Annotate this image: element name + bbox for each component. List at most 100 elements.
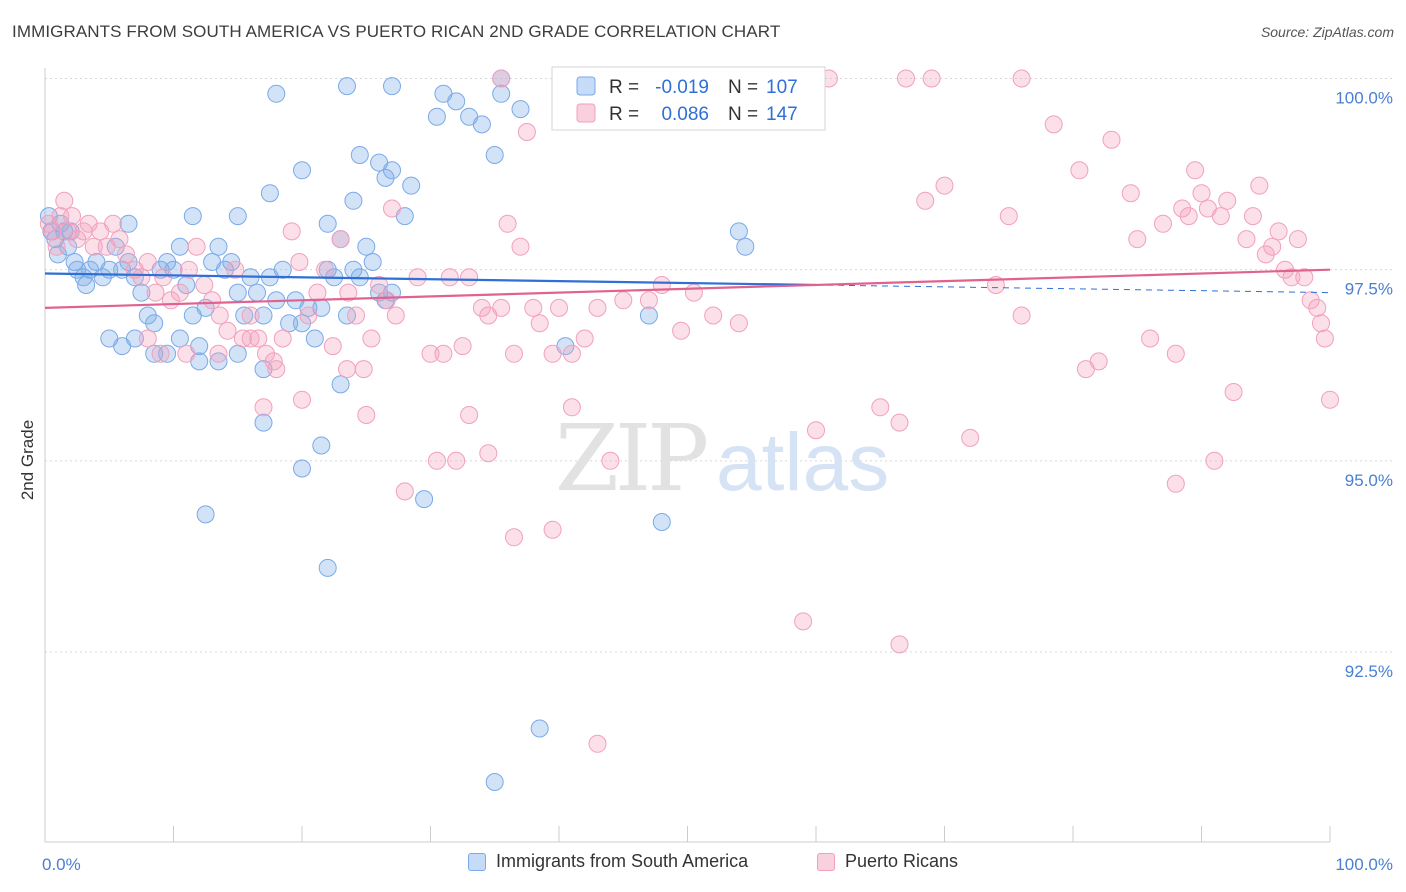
point-south-america-96	[293, 459, 311, 478]
point-puerto-ricans-92	[543, 520, 562, 539]
point-south-america-38	[248, 283, 266, 302]
point-puerto-ricans-144	[1282, 268, 1301, 287]
point-puerto-ricans-129	[1179, 207, 1198, 226]
point-puerto-ricans-138	[1243, 207, 1262, 226]
point-south-america-87	[485, 146, 504, 164]
point-puerto-ricans-121	[1089, 352, 1108, 371]
point-puerto-ricans-96	[517, 123, 536, 141]
point-south-america-74	[293, 161, 311, 180]
point-puerto-ricans-57	[338, 360, 356, 379]
point-puerto-ricans-113	[916, 191, 935, 210]
point-south-america-75	[318, 214, 337, 233]
watermark-atlas: atlas	[716, 417, 889, 508]
point-south-america-19	[125, 268, 144, 287]
point-puerto-ricans-63	[434, 344, 453, 363]
point-puerto-ricans-102	[897, 69, 915, 88]
point-puerto-ricans-77	[575, 329, 594, 348]
point-puerto-ricans-89	[447, 451, 466, 470]
point-south-america-103	[530, 719, 549, 738]
point-south-america-90	[267, 84, 286, 103]
x-tick-label-0: 0.0%	[42, 855, 81, 874]
point-south-america-105	[639, 306, 658, 325]
point-puerto-ricans-2	[47, 237, 66, 256]
point-south-america-93	[434, 84, 453, 103]
point-puerto-ricans-20	[154, 268, 173, 287]
point-puerto-ricans-152	[1166, 474, 1185, 493]
point-south-america-106	[729, 222, 748, 241]
point-south-america-63	[145, 344, 164, 363]
point-south-america-77	[350, 146, 369, 164]
point-south-america-68	[228, 344, 247, 363]
point-south-america-65	[170, 329, 189, 348]
point-puerto-ricans-56	[293, 390, 311, 409]
legend-item-south-america: Immigrants from South America	[468, 851, 748, 872]
point-south-america-100	[415, 490, 434, 509]
point-south-america-43	[280, 314, 299, 333]
point-puerto-ricans-27	[210, 306, 229, 325]
point-puerto-ricans-45	[354, 360, 373, 379]
stats-r-label-1: R =	[609, 104, 639, 125]
point-puerto-ricans-85	[729, 314, 748, 333]
point-puerto-ricans-124	[1128, 230, 1147, 249]
point-puerto-ricans-122	[1102, 130, 1121, 149]
stats-r-value-1: 0.086	[661, 104, 709, 125]
point-puerto-ricans-18	[138, 253, 157, 271]
point-puerto-ricans-24	[187, 237, 206, 256]
point-puerto-ricans-80	[639, 291, 658, 310]
trend-layer	[44, 268, 1331, 309]
point-puerto-ricans-135	[1218, 191, 1237, 210]
point-puerto-ricans-26	[203, 291, 222, 310]
point-south-america-18	[119, 253, 138, 271]
point-puerto-ricans-52	[177, 344, 196, 363]
point-puerto-ricans-73	[530, 314, 549, 333]
point-puerto-ricans-31	[241, 306, 260, 325]
legend-layer: R = -0.019 N = 107 R = 0.086 N = 147	[551, 66, 826, 131]
point-south-america-72	[228, 207, 247, 226]
point-south-america-3	[48, 245, 67, 264]
point-south-america-88	[492, 84, 511, 103]
point-puerto-ricans-119	[1070, 161, 1089, 180]
point-puerto-ricans-94	[601, 451, 620, 470]
point-puerto-ricans-133	[1205, 451, 1224, 470]
legend-swatch-south-america	[468, 852, 486, 871]
legend-swatch-puerto-ricans	[817, 852, 835, 871]
point-puerto-ricans-84	[704, 306, 723, 325]
point-puerto-ricans-141	[1263, 237, 1282, 256]
point-puerto-ricans-67	[472, 298, 491, 317]
point-puerto-ricans-91	[505, 528, 523, 547]
y-tick-label-3: 100.0%	[1335, 89, 1393, 108]
point-south-america-24	[158, 253, 177, 271]
point-puerto-ricans-28	[218, 321, 237, 340]
legend-label-south-america: Immigrants from South America	[496, 851, 749, 871]
point-puerto-ricans-111	[890, 413, 909, 432]
point-south-america-56	[363, 253, 382, 271]
point-puerto-ricans-137	[1237, 230, 1256, 249]
point-puerto-ricans-35	[273, 329, 292, 348]
point-south-america-67	[209, 352, 228, 371]
label-layer: 92.5% 95.0% 97.5% 100.0% 0.0% 100.0% 2nd Grade	[18, 89, 1393, 875]
point-puerto-ricans-62	[421, 344, 440, 363]
point-south-america-86	[472, 115, 491, 134]
point-puerto-ricans-33	[257, 344, 275, 363]
point-puerto-ricans-90	[479, 444, 498, 463]
point-puerto-ricans-32	[249, 329, 268, 348]
point-south-america-91	[338, 77, 356, 96]
point-south-america-83	[427, 107, 446, 126]
point-south-america-80	[376, 168, 395, 187]
point-puerto-ricans-109	[807, 421, 825, 440]
point-puerto-ricans-43	[339, 283, 358, 302]
point-puerto-ricans-22	[170, 283, 189, 302]
point-puerto-ricans-118	[1044, 115, 1063, 134]
stats-n-label-1: N =	[728, 104, 758, 125]
point-puerto-ricans-107	[588, 734, 607, 753]
point-puerto-ricans-88	[427, 451, 446, 470]
y-tick-label-2: 97.5%	[1345, 280, 1393, 299]
x-tick-label-1: 100.0%	[1335, 855, 1393, 874]
point-puerto-ricans-65	[453, 337, 472, 356]
point-puerto-ricans-48	[377, 291, 396, 310]
point-puerto-ricans-36	[282, 222, 301, 241]
point-puerto-ricans-39	[308, 283, 327, 302]
stats-n-value-1: 147	[766, 104, 798, 125]
point-puerto-ricans-108	[395, 482, 414, 501]
point-puerto-ricans-54	[241, 329, 260, 348]
